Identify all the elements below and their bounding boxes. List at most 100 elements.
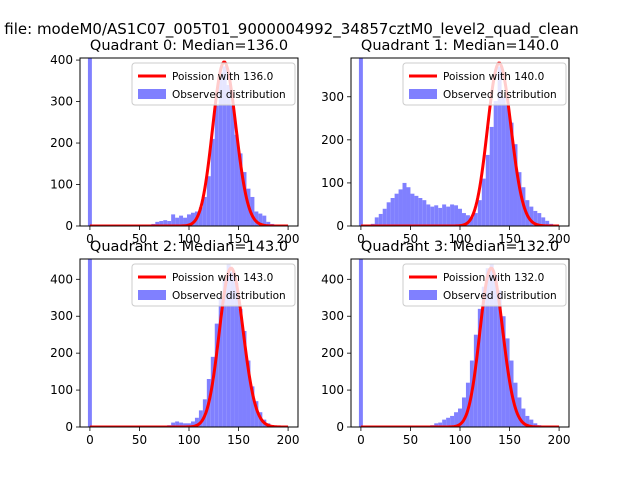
histogram-bar [434, 423, 439, 427]
y-tick-label: 200 [321, 133, 344, 147]
histogram-bar [461, 213, 466, 226]
histogram-bar [458, 208, 462, 226]
x-tick-label: 0 [357, 433, 365, 447]
x-tick-label: 200 [277, 232, 300, 246]
subplot-title: Quadrant 1: Median=140.0 [361, 38, 559, 54]
histogram-bar [442, 204, 447, 226]
x-tick-label: 100 [449, 232, 472, 246]
histogram-bar [358, 259, 363, 427]
legend-box [402, 62, 567, 106]
histogram-bar [194, 417, 199, 427]
y-tick-label: 400 [321, 272, 344, 286]
subplot-quadrant-1: 0 50 100 150 200 0 100 200 300 Quadrant 1: Median… [321, 38, 570, 246]
legend-label-poisson: Poission with 140.0 [443, 71, 544, 83]
histogram-bar [198, 207, 203, 226]
histogram-bar [521, 408, 526, 427]
histogram-bar [206, 176, 211, 226]
legend-box [402, 263, 567, 307]
histogram-bar [214, 323, 219, 427]
legend-label-observed: Observed distribution [443, 290, 557, 302]
legend-label-observed: Observed distribution [443, 89, 557, 101]
histogram-bar [469, 217, 474, 226]
histogram-bar [179, 215, 184, 226]
histogram-bar [501, 316, 506, 427]
legend: Poission with 132.0 Observed distribution [402, 263, 567, 307]
histogram-bar [218, 297, 223, 427]
histogram-bar [230, 271, 235, 427]
histogram-bar [230, 105, 235, 226]
x-tick-label: 200 [548, 232, 571, 246]
histogram-bar [234, 283, 239, 427]
histogram-bar [481, 178, 486, 226]
histogram-bar [442, 419, 447, 427]
histogram-bar [187, 423, 191, 427]
histogram-bar [358, 58, 363, 226]
legend-bar-swatch [138, 89, 166, 99]
histogram-bar [183, 423, 188, 427]
histogram-bar [254, 211, 259, 226]
histogram-bar [537, 213, 542, 226]
histogram-bar [541, 217, 546, 226]
legend-box [131, 263, 296, 307]
histogram-bar [155, 221, 160, 226]
y-tick-label: 300 [50, 309, 73, 323]
subplot-grid: 0 50 100 150 200 0 100 200 300 400 Quadrant 0: Med… [50, 38, 570, 447]
histogram-bar [238, 308, 243, 427]
histogram-bar [394, 193, 399, 226]
x-tick-label: 200 [277, 433, 300, 447]
histogram-bar [517, 172, 522, 226]
x-tick-label: 50 [132, 232, 147, 246]
histogram-bar [218, 72, 223, 226]
histogram-bar [477, 200, 482, 226]
x-tick-label: 0 [357, 232, 365, 246]
histogram-bar [505, 338, 510, 427]
histogram-bar [438, 422, 443, 427]
y-tick-label: 200 [50, 346, 73, 360]
histogram-bar [386, 202, 391, 226]
histogram-bar [422, 200, 427, 226]
histogram-bar [501, 96, 506, 226]
histogram-bar [473, 334, 478, 427]
x-tick-label: 0 [86, 232, 94, 246]
legend-bar-swatch [409, 290, 437, 300]
histogram-bar [513, 144, 518, 226]
y-tick-label: 300 [321, 309, 344, 323]
histogram-bar [175, 421, 180, 427]
histogram-bar [426, 204, 431, 226]
histogram-bar [262, 215, 267, 226]
y-tick-label: 100 [50, 383, 73, 397]
histogram-bar [87, 259, 92, 427]
histogram-bar [430, 206, 435, 226]
histogram-bar [398, 189, 403, 226]
figure-title: n file: modeM0/AS1C07_005T01_9000004992_… [0, 20, 579, 39]
histogram-bar [477, 308, 482, 427]
histogram-bar [163, 220, 168, 226]
legend: Poission with 140.0 Observed distribution [402, 62, 567, 106]
histogram-bar [183, 217, 188, 226]
histogram-bar [226, 84, 231, 226]
histogram-bar [226, 264, 231, 427]
x-tick-label: 150 [227, 433, 250, 447]
histogram-bar [473, 213, 478, 226]
histogram-bar [198, 410, 203, 427]
histogram-bar [210, 138, 215, 226]
x-tick-label: 100 [449, 433, 472, 447]
histogram-bar [497, 66, 502, 226]
legend-bar-swatch [409, 89, 437, 99]
poisson-curve [89, 60, 289, 226]
histogram-bar [167, 221, 172, 226]
histogram-bar [450, 415, 455, 427]
legend: Poission with 143.0 Observed distribution [131, 263, 296, 307]
subplot-quadrant-3: 0 50 100 150 200 0 100 200 300 400 Quadrant 3: Med… [321, 239, 570, 447]
histogram-bar [234, 134, 239, 226]
histogram-bar [214, 105, 219, 226]
histogram-bar [533, 423, 538, 427]
histogram-bar [374, 217, 379, 226]
y-tick-label: 400 [50, 272, 73, 286]
histogram-bar [418, 198, 423, 226]
histogram-bar [258, 213, 263, 226]
histogram-bar [489, 126, 494, 226]
histogram-bar [222, 279, 227, 427]
histogram-bar [378, 213, 383, 226]
histogram-bar [242, 172, 247, 226]
